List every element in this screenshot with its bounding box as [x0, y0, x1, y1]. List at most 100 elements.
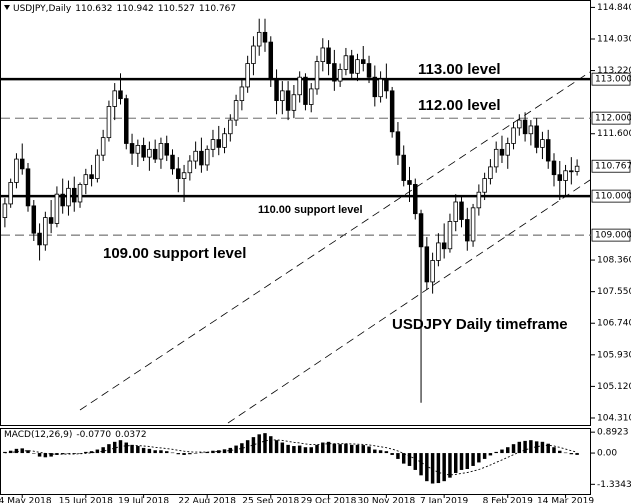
- y-tick-label: 114.030: [597, 34, 631, 44]
- macd-bar: [124, 442, 129, 454]
- macd-bar: [315, 444, 319, 454]
- macd-bar: [477, 453, 481, 463]
- macd-bar: [529, 440, 533, 454]
- macd-bar: [448, 453, 452, 478]
- macd-bar: [95, 449, 100, 454]
- macd-bar: [286, 444, 290, 454]
- candle-body: [540, 139, 545, 148]
- candle-body: [135, 145, 141, 154]
- macd-bar: [164, 451, 169, 454]
- level-label: 113.000: [595, 75, 631, 85]
- candle-body: [8, 182, 13, 205]
- candle-body: [465, 219, 470, 242]
- macd-bar: [263, 433, 267, 454]
- candle-body: [112, 90, 117, 107]
- macd-bar: [563, 452, 568, 454]
- candle-body: [343, 55, 349, 70]
- candle-body: [482, 178, 487, 193]
- macd-value: -0.0770: [76, 430, 111, 440]
- candle-body: [176, 168, 181, 179]
- candle-body: [337, 69, 343, 82]
- candle-body: [100, 137, 106, 156]
- candle-body: [499, 148, 505, 156]
- macd-bar: [459, 453, 464, 470]
- macd-bar: [361, 445, 365, 454]
- menu-arrow: [4, 5, 10, 10]
- annotation: 109.00 support level: [103, 245, 246, 262]
- x-tick-label: 14 Mar 2019: [537, 497, 594, 503]
- price-tag-label: 110.767: [595, 162, 631, 172]
- annotation: USDJPY Daily timeframe: [392, 316, 568, 333]
- candle-body: [106, 106, 112, 139]
- main-panel: [0, 0, 591, 426]
- candle-body: [395, 131, 401, 156]
- y-tick-label: 104.310: [597, 413, 631, 423]
- macd-bar: [188, 453, 192, 455]
- candle-body: [320, 47, 326, 63]
- macd-bar: [425, 453, 429, 482]
- candle-body: [545, 139, 551, 162]
- open-value: 110.632: [75, 4, 112, 14]
- level-label: 109.000: [595, 231, 631, 241]
- candle-body: [517, 119, 522, 129]
- level-tag: [591, 72, 631, 86]
- y-tick-label: 113.220: [597, 66, 631, 76]
- candle-body: [2, 203, 8, 218]
- x-tick-label: 19 Jul 2018: [118, 497, 169, 503]
- y-tick-label: 0.00: [597, 449, 617, 459]
- macd-bar: [78, 453, 82, 454]
- macd-bar: [326, 441, 331, 454]
- candle-body: [453, 201, 458, 222]
- macd-header: MACD(12,26,9) -0.0770 0.0372: [4, 430, 147, 440]
- y-tick-label: 105.930: [597, 350, 631, 360]
- candle-body: [563, 170, 568, 181]
- macd-bar: [205, 451, 209, 454]
- macd-bar: [89, 451, 94, 454]
- candle-body: [407, 180, 412, 185]
- macd-name: MACD(12,26,9): [4, 430, 72, 440]
- macd-bar: [193, 453, 198, 454]
- candle-body: [170, 154, 175, 170]
- candle-body: [326, 47, 331, 64]
- candle-body: [447, 221, 453, 250]
- macd-bar: [569, 453, 574, 455]
- candle-body: [77, 184, 83, 203]
- macd-bar: [552, 447, 556, 454]
- macd-bar: [153, 450, 157, 454]
- annotation: 110.00 support level: [258, 204, 363, 216]
- macd-bar: [72, 453, 76, 454]
- candle-body: [297, 76, 302, 96]
- macd-bar: [471, 453, 475, 466]
- candle-body: [361, 59, 366, 64]
- candle-body: [239, 86, 245, 101]
- y-tick-label: 106.740: [597, 319, 631, 329]
- candle-body: [476, 191, 482, 209]
- high-value: 110.942: [116, 4, 153, 14]
- macd-panel: [0, 428, 591, 495]
- x-tick-label: 7 Jan 2019: [420, 497, 468, 503]
- candle-body: [413, 184, 418, 215]
- macd-bar: [511, 444, 516, 454]
- macd-bar: [60, 453, 65, 455]
- candle-body: [89, 174, 94, 179]
- level-label: 112.000: [595, 114, 631, 124]
- macd-bar: [575, 453, 579, 455]
- candle-body: [262, 31, 268, 43]
- macd-bar: [303, 447, 308, 454]
- y-tick-label: 114.840: [597, 3, 631, 13]
- macd-bar: [419, 453, 423, 476]
- candle-body: [222, 133, 227, 148]
- candle-body: [280, 90, 285, 101]
- candle-body: [158, 143, 164, 160]
- macd-bar: [269, 436, 273, 454]
- macd-bar: [413, 453, 418, 470]
- candle-body: [204, 148, 210, 166]
- macd-bar: [147, 448, 152, 454]
- candle-body: [378, 78, 383, 98]
- candle-body: [124, 98, 129, 144]
- candle-body: [199, 150, 204, 166]
- macd-bar: [251, 437, 256, 454]
- x-tick-label: 15 Jun 2018: [59, 497, 113, 503]
- candle-body: [129, 143, 135, 154]
- candle-body: [291, 94, 297, 111]
